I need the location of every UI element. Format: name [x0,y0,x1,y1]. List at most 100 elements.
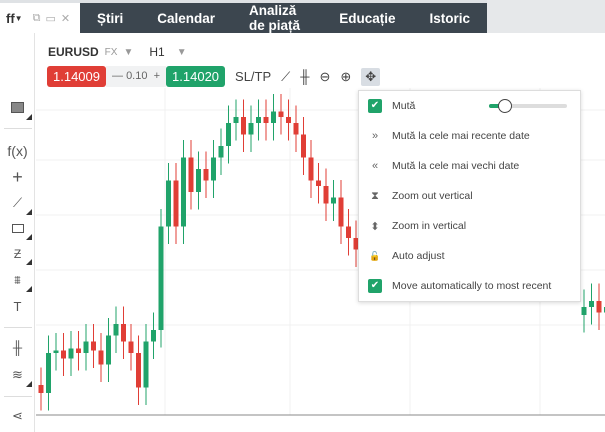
candle [248,123,254,135]
buy-button[interactable]: 1.14020 [166,66,226,87]
candle [263,117,269,123]
menu-label: Zoom out vertical [392,190,473,202]
candle [128,341,134,353]
menu-item-recent[interactable]: » Mută la cele mai recente date [359,121,580,151]
double-chevron-right-icon: » [371,130,379,142]
chart-type-icon[interactable]: ╫ [12,340,23,355]
menu-label: Mută la cele mai recente date [392,130,530,142]
candle [61,350,66,359]
candle [218,146,224,158]
close-icon[interactable]: ✕ [60,12,71,25]
candle [353,238,359,250]
menu-label: Mută la cele mai vechi date [392,160,520,172]
crosshair-icon[interactable]: + [12,167,23,187]
menu-item-auto-adjust[interactable]: 🔓 Auto adjust [359,241,580,271]
menu-item-zoom-in-vertical[interactable]: ⬍ Zoom in vertical [359,211,580,241]
menu-label: Zoom in vertical [392,220,467,232]
zoom-out-icon[interactable]: ⊖ [319,68,331,84]
slider-knob[interactable] [498,99,512,113]
candle [589,301,594,307]
sltp-button[interactable]: SL/TP [235,69,272,84]
candle [331,197,336,204]
zoom-in-vertical-icon: ⬍ [370,220,380,233]
move-slider[interactable] [489,99,567,113]
fx-icon[interactable]: f(x) [7,143,28,159]
rectangle-icon[interactable] [0,221,35,240]
candle [68,348,74,359]
nav-calendar[interactable]: Calendar [157,10,216,26]
left-toolbar: f(x) + ⟋ Ƶ ⩩ T ╫ ≋ ⋖ [0,33,35,432]
chevron-down-icon[interactable]: ▼ [176,46,187,58]
symbol-header: EURUSD FX ▼ H1 ▼ [48,45,187,59]
layers-icon[interactable]: ≋ [0,367,35,387]
window-icon[interactable] [0,101,35,120]
tab-title[interactable]: ff [6,10,15,26]
text-icon[interactable]: T [13,299,22,314]
menu-label: Auto adjust [392,250,445,262]
candle [196,169,201,192]
candle [188,157,194,192]
nav-analiza[interactable]: Analiză de piață [249,3,301,33]
timeframe[interactable]: H1 [149,45,165,59]
candles-icon[interactable]: ╫ [300,69,310,84]
candle [211,157,216,181]
candle [181,157,186,227]
symbol-name[interactable]: EURUSD [48,45,99,59]
sell-button[interactable]: 1.14009 [47,66,106,87]
candle [46,353,51,393]
candle [596,301,602,313]
candle [233,117,239,123]
unlock-icon: 🔓 [369,250,381,261]
chevron-down-icon[interactable]: ▼ [14,13,23,23]
zoom-in-icon[interactable]: ⊕ [340,68,352,84]
checkbox-checked-icon[interactable]: ✔ [368,279,382,293]
top-strip [0,0,605,3]
candle [271,111,276,123]
move-icon[interactable]: ✥ [361,67,381,86]
fan-icon[interactable]: ⩩ [0,273,35,292]
nav-educatie[interactable]: Educație [339,10,396,26]
candle [316,180,321,186]
candle [38,385,44,393]
candle [158,226,164,330]
menu-item-auto-move[interactable]: ✔ Move automatically to most recent [359,271,580,301]
candle [346,226,351,238]
checkbox-checked-icon[interactable]: ✔ [368,99,382,113]
candlestick-chart[interactable] [36,88,605,428]
candle [91,341,96,351]
share-icon[interactable]: ⋖ [12,408,23,423]
menu-item-oldest[interactable]: « Mută la cele mai vechi date [359,151,580,181]
top-nav: Știri Calendar Analiză de piață Educație… [80,3,487,33]
spread-value: 0.10 [126,70,148,82]
menu-label: Move automatically to most recent [392,280,552,292]
candle [53,350,59,353]
candle [323,186,329,204]
double-chevron-left-icon: « [371,160,379,172]
candle [581,307,587,315]
popout-icon[interactable]: ⧉ [32,11,41,24]
candle [136,353,141,388]
candle [241,117,246,135]
line-chart-icon[interactable]: ⟋ [281,68,291,84]
candle [173,180,179,227]
fibonacci-icon[interactable]: Ƶ [0,247,35,265]
candle [98,350,104,365]
menu-item-zoom-out-vertical[interactable]: ⧗ Zoom out vertical [359,181,580,211]
nav-stiri[interactable]: Știri [97,10,124,26]
widget-tab[interactable]: ff ▼ ⧉ ▭ ✕ [0,3,80,33]
move-menu: ✔ Mută » Mută la cele mai recente date « M… [358,90,581,302]
candle [166,180,171,227]
candle [113,324,119,336]
candle [256,117,261,123]
candle [143,341,149,388]
candle [151,330,156,342]
menu-item-muta[interactable]: ✔ Mută [359,91,580,121]
spread: — 0.10 + [106,66,167,87]
candle [286,117,291,123]
nav-istoric[interactable]: Istoric [429,10,470,26]
menu-label: Mută [392,100,416,112]
maximize-icon[interactable]: ▭ [45,12,56,25]
candle [226,123,231,146]
trendline-icon[interactable]: ⟋ [0,195,35,215]
chevron-down-icon[interactable]: ▼ [123,46,134,58]
